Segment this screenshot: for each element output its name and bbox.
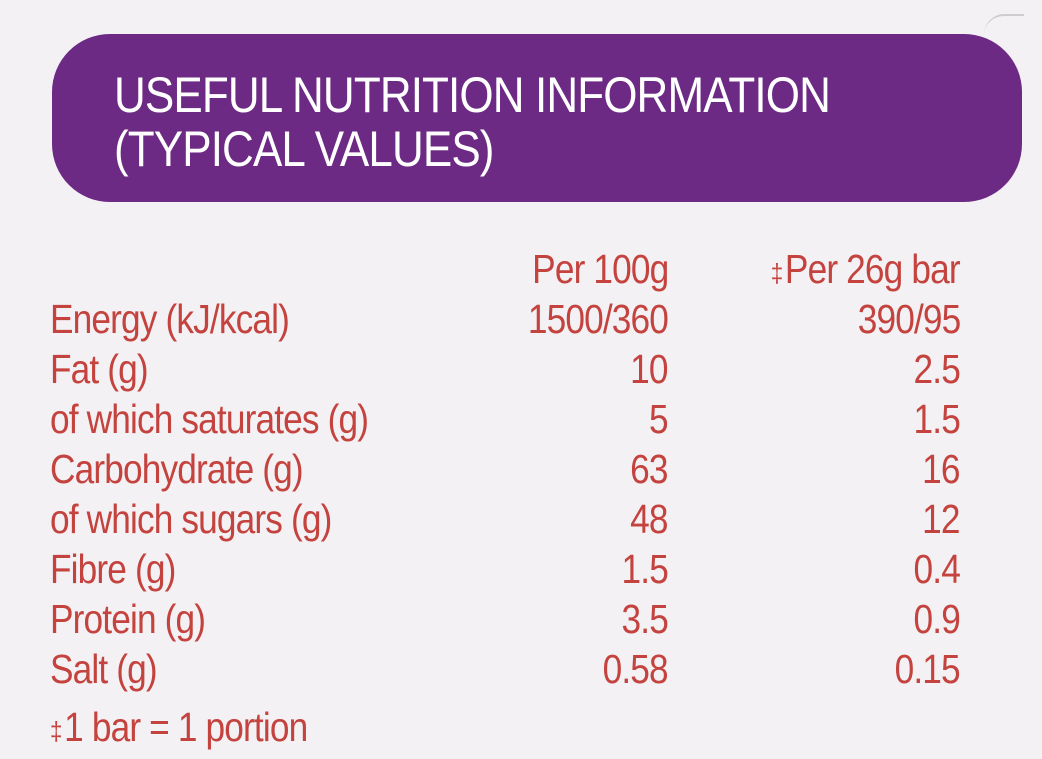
nutrient-label: Protein (g)	[50, 596, 206, 642]
footnote-marker: ‡	[771, 258, 783, 288]
nutrient-label: Carbohydrate (g)	[50, 446, 304, 492]
value-per-100g: 3.5	[621, 596, 669, 642]
value-per-100g: 10	[630, 346, 668, 392]
header-banner: USEFUL NUTRITION INFORMATION (TYPICAL VA…	[52, 34, 1022, 202]
value-per-100g: 63	[630, 446, 668, 492]
value-per-bar: 2.5	[913, 346, 961, 392]
nutrient-label: Energy (kJ/kcal)	[50, 296, 290, 342]
nutrient-label: of which saturates (g)	[50, 396, 369, 442]
value-per-100g: 1500/360	[527, 296, 669, 342]
table-row: Salt (g) 0.58 0.15	[50, 644, 970, 694]
header-title-line2: (TYPICAL VALUES)	[114, 121, 494, 177]
value-per-100g: 5	[649, 396, 669, 442]
package-edge-decoration	[984, 14, 1024, 56]
table-row: Protein (g) 3.5 0.9	[50, 594, 970, 644]
table-row: Fat (g) 10 2.5	[50, 344, 970, 394]
nutrient-label: Salt (g)	[50, 646, 158, 692]
value-per-bar: 16	[922, 446, 960, 492]
nutrient-label: Fat (g)	[50, 346, 149, 392]
table-row: Carbohydrate (g) 63 16	[50, 444, 970, 494]
footnote-marker: ‡	[50, 716, 62, 746]
value-per-bar: 1.5	[913, 396, 961, 442]
table-header-row: Per 100g ‡Per 26g bar	[50, 244, 970, 294]
nutrient-label: Fibre (g)	[50, 546, 176, 592]
value-per-bar: 390/95	[857, 296, 961, 342]
nutrition-table: Per 100g ‡Per 26g bar Energy (kJ/kcal) 1…	[50, 244, 970, 694]
column-header-per-bar-label: Per 26g bar	[785, 246, 961, 292]
table-row: of which sugars (g) 48 12	[50, 494, 970, 544]
value-per-bar: 0.9	[913, 596, 961, 642]
table-row: of which saturates (g) 5 1.5	[50, 394, 970, 444]
value-per-100g: 1.5	[621, 546, 669, 592]
value-per-bar: 0.15	[894, 646, 961, 692]
footnote-text: 1 bar = 1 portion	[64, 704, 308, 750]
nutrient-label: of which sugars (g)	[50, 496, 332, 542]
value-per-bar: 0.4	[913, 546, 961, 592]
portion-footnote: ‡1 bar = 1 portion	[50, 702, 308, 752]
value-per-100g: 0.58	[602, 646, 669, 692]
column-header-per-100g: Per 100g	[531, 246, 669, 292]
table-row: Fibre (g) 1.5 0.4	[50, 544, 970, 594]
header-title-line1: USEFUL NUTRITION INFORMATION	[114, 67, 831, 123]
table-row: Energy (kJ/kcal) 1500/360 390/95	[50, 294, 970, 344]
value-per-bar: 12	[922, 496, 960, 542]
column-header-per-bar: ‡Per 26g bar	[771, 244, 961, 294]
value-per-100g: 48	[630, 496, 668, 542]
